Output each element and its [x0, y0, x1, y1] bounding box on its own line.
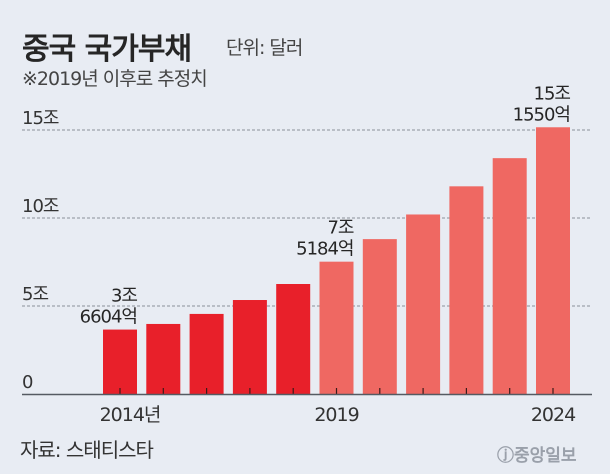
x-tick-label: 2024 — [531, 404, 576, 426]
y-tick-label: 10조 — [22, 196, 59, 217]
bar-2015 — [146, 323, 181, 394]
x-tick-label: 2014년 — [100, 404, 161, 426]
estimate-note: ※2019년 이후로 추정치 — [22, 68, 208, 90]
bar-2024 — [536, 127, 570, 394]
data-label-line1: 7조 — [327, 218, 353, 239]
data-label-line1: 3조 — [111, 286, 137, 307]
bar-2018 — [276, 284, 311, 394]
chart-title: 중국 국가부채 — [22, 32, 192, 67]
y-tick-label: 0 — [22, 372, 33, 393]
x-tick-labels: 2014년 2019 2024 — [100, 404, 578, 426]
bar-2023 — [492, 158, 527, 394]
bars — [103, 127, 570, 394]
data-label-line2: 5184억 — [296, 239, 353, 260]
bar-2019 — [319, 261, 354, 394]
y-tick-labels: 0 5조 10조 15조 — [22, 108, 60, 393]
unit-label: 단위: 달러 — [226, 37, 303, 59]
data-label-line2: 6604억 — [80, 307, 137, 328]
bar-2016 — [189, 313, 224, 394]
x-tick-label: 2019 — [314, 404, 358, 426]
bar-2021 — [406, 214, 441, 394]
data-label-line2: 1550억 — [513, 104, 570, 125]
y-tick-label: 15조 — [22, 108, 59, 129]
bar-2020 — [362, 239, 397, 394]
bar-2022 — [449, 186, 484, 394]
bar-ticks — [119, 388, 554, 394]
bar-2014 — [103, 329, 137, 394]
data-label-line1: 15조 — [534, 83, 571, 104]
y-tick-label: 5조 — [22, 284, 48, 305]
joongang-logo: ⓙ중앙일보 — [497, 446, 577, 466]
bar-2017 — [232, 300, 267, 394]
source-label: 자료: 스태티스타 — [20, 438, 154, 462]
